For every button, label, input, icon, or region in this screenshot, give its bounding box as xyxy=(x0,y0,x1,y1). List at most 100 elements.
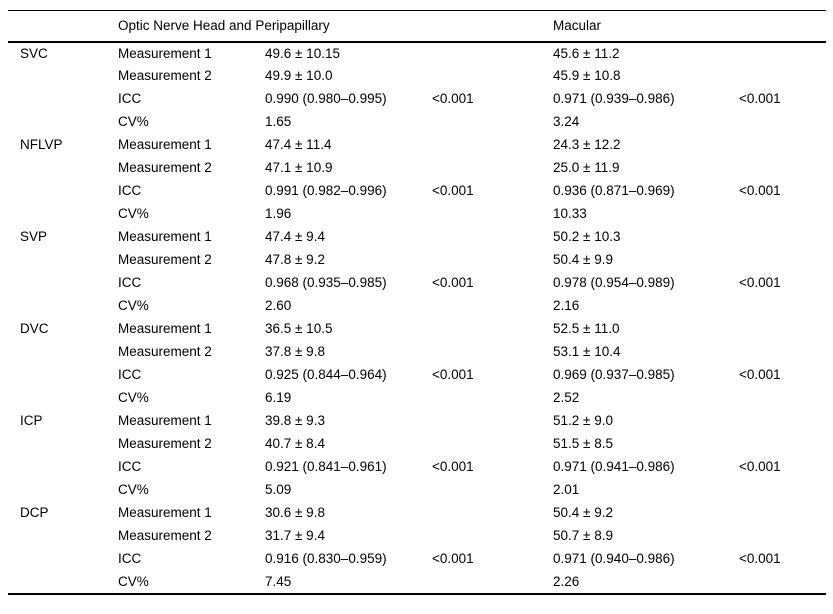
macular-value-cell: 50.7 ± 8.9 xyxy=(553,528,613,544)
onh-pvalue-cell xyxy=(432,571,553,594)
macular-pvalue-cell xyxy=(739,249,826,272)
header-macular: Macular xyxy=(553,18,602,33)
onh-pvalue-cell xyxy=(432,433,553,456)
metric-label-cell: Measurement 2 xyxy=(118,160,212,176)
metric-label-cell: ICC xyxy=(118,91,142,107)
table-row: CV% 1.65 3.24 xyxy=(8,111,826,134)
onh-pvalue-cell: <0.001 xyxy=(432,183,474,199)
group-label-cell xyxy=(8,364,118,387)
macular-pvalue-cell xyxy=(739,42,826,65)
metric-label-cell: Measurement 2 xyxy=(118,344,212,360)
onh-value-cell: 30.6 ± 9.8 xyxy=(265,505,325,521)
group-label-cell: NFLVP xyxy=(20,137,63,153)
onh-value-cell: 1.65 xyxy=(265,114,292,130)
onh-value-cell: 0.925 (0.844–0.964) xyxy=(265,367,387,383)
onh-value-cell: 0.916 (0.830–0.959) xyxy=(265,551,387,567)
onh-pvalue-cell xyxy=(432,249,553,272)
group-label-cell: ICP xyxy=(20,413,43,429)
metric-label-cell: ICC xyxy=(118,459,142,475)
macular-value-cell: 10.33 xyxy=(553,206,587,222)
header-empty-cell xyxy=(8,11,118,42)
metric-label-cell: Measurement 2 xyxy=(118,68,212,84)
table-row: ICC 0.916 (0.830–0.959) <0.001 0.971 (0.… xyxy=(8,548,826,571)
macular-pvalue-cell: <0.001 xyxy=(739,551,781,567)
onh-pvalue-cell xyxy=(432,65,553,88)
metric-label-cell: Measurement 1 xyxy=(118,137,212,153)
onh-value-cell: 37.8 ± 9.8 xyxy=(265,344,325,360)
metric-label-cell: CV% xyxy=(118,573,149,589)
group-label-cell xyxy=(8,387,118,410)
onh-pvalue-cell xyxy=(432,42,553,65)
macular-pvalue-cell xyxy=(739,387,826,410)
onh-pvalue-cell: <0.001 xyxy=(432,459,474,475)
metric-label-cell: Measurement 1 xyxy=(118,413,212,429)
macular-pvalue-cell xyxy=(739,134,826,157)
onh-pvalue-cell: <0.001 xyxy=(432,275,474,291)
table-row: ICC 0.921 (0.841–0.961) <0.001 0.971 (0.… xyxy=(8,456,826,479)
macular-value-cell: 0.969 (0.937–0.985) xyxy=(553,367,675,383)
table-row: CV% 2.60 2.16 xyxy=(8,295,826,318)
metric-label-cell: ICC xyxy=(118,551,142,567)
onh-value-cell: 47.8 ± 9.2 xyxy=(265,252,325,268)
macular-value-cell: 0.971 (0.940–0.986) xyxy=(553,551,675,567)
metric-label-cell: Measurement 2 xyxy=(118,436,212,452)
macular-pvalue-cell: <0.001 xyxy=(739,275,781,291)
macular-value-cell: 52.5 ± 11.0 xyxy=(553,321,620,337)
table-row: Measurement 2 49.9 ± 10.0 45.9 ± 10.8 xyxy=(8,65,826,88)
onh-pvalue-cell: <0.001 xyxy=(432,551,474,567)
table-row: DCP Measurement 1 30.6 ± 9.8 50.4 ± 9.2 xyxy=(8,502,826,525)
header-optic-nerve-head: Optic Nerve Head and Peripapillary xyxy=(118,18,330,33)
onh-value-cell: 47.1 ± 10.9 xyxy=(265,160,333,176)
macular-pvalue-cell: <0.001 xyxy=(739,367,781,383)
macular-pvalue-cell xyxy=(739,571,826,594)
group-label-cell: SVC xyxy=(20,45,48,61)
onh-value-cell: 31.7 ± 9.4 xyxy=(265,528,325,544)
metric-label-cell: Measurement 1 xyxy=(118,229,212,245)
group-label-cell xyxy=(8,525,118,548)
group-label-cell xyxy=(8,341,118,364)
group-label-cell xyxy=(8,571,118,594)
macular-value-cell: 2.01 xyxy=(553,482,580,498)
onh-pvalue-cell xyxy=(432,410,553,433)
onh-value-cell: 0.968 (0.935–0.985) xyxy=(265,275,387,291)
onh-pvalue-cell xyxy=(432,318,553,341)
metric-label-cell: ICC xyxy=(118,367,142,383)
group-label-cell: DVC xyxy=(20,321,49,337)
macular-pvalue-cell: <0.001 xyxy=(739,183,781,199)
onh-pvalue-cell xyxy=(432,479,553,502)
table-header-row: Optic Nerve Head and Peripapillary Macul… xyxy=(8,11,827,42)
onh-value-cell: 5.09 xyxy=(265,482,292,498)
table-row: CV% 1.96 10.33 xyxy=(8,203,826,226)
metric-label-cell: Measurement 1 xyxy=(118,321,212,337)
table-row: DVC Measurement 1 36.5 ± 10.5 52.5 ± 11.… xyxy=(8,318,826,341)
macular-pvalue-cell xyxy=(739,295,826,318)
group-label-cell xyxy=(8,272,118,295)
table-row: ICC 0.991 (0.982–0.996) <0.001 0.936 (0.… xyxy=(8,180,826,203)
table-row: Measurement 2 47.8 ± 9.2 50.4 ± 9.9 xyxy=(8,249,826,272)
macular-value-cell: 45.6 ± 11.2 xyxy=(553,45,620,61)
macular-pvalue-cell xyxy=(739,502,826,525)
macular-value-cell: 2.26 xyxy=(553,573,580,589)
table-row: NFLVP Measurement 1 47.4 ± 11.4 24.3 ± 1… xyxy=(8,134,826,157)
group-label-cell xyxy=(8,479,118,502)
metric-label-cell: Measurement 2 xyxy=(118,252,212,268)
onh-value-cell: 49.9 ± 10.0 xyxy=(265,68,333,84)
onh-value-cell: 40.7 ± 8.4 xyxy=(265,436,325,452)
macular-pvalue-cell xyxy=(739,157,826,180)
macular-pvalue-cell xyxy=(739,65,826,88)
onh-value-cell: 0.921 (0.841–0.961) xyxy=(265,459,387,475)
onh-pvalue-cell xyxy=(432,157,553,180)
metric-label-cell: ICC xyxy=(118,275,142,291)
onh-pvalue-cell xyxy=(432,341,553,364)
metric-label-cell: ICC xyxy=(118,183,142,199)
macular-value-cell: 3.24 xyxy=(553,114,580,130)
table-body: SVC Measurement 1 49.6 ± 10.15 45.6 ± 11… xyxy=(8,42,826,594)
macular-pvalue-cell xyxy=(739,111,826,134)
group-label-cell xyxy=(8,295,118,318)
onh-value-cell: 0.991 (0.982–0.996) xyxy=(265,183,387,199)
table-row: ICC 0.968 (0.935–0.985) <0.001 0.978 (0.… xyxy=(8,272,826,295)
group-label-cell: SVP xyxy=(20,229,48,245)
group-label-cell xyxy=(8,65,118,88)
group-label-cell xyxy=(8,203,118,226)
